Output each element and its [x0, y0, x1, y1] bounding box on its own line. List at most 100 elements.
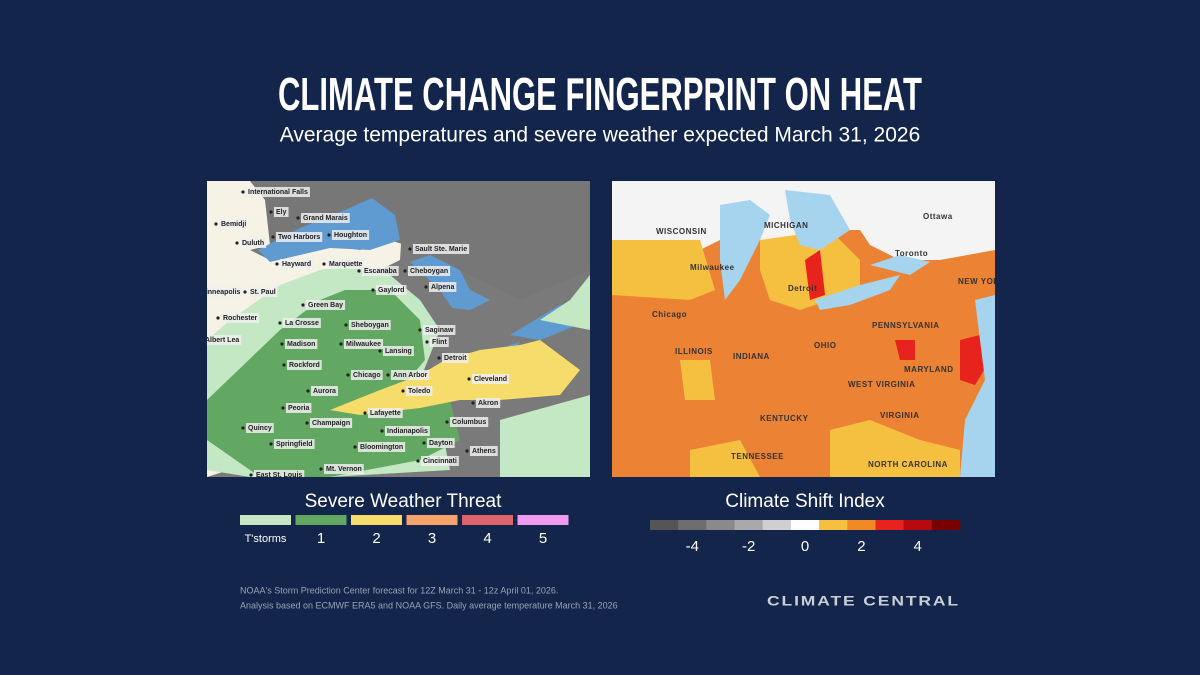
region-label: WEST VIRGINIA [848, 380, 915, 389]
city-dot [322, 262, 326, 266]
legend-swatch [406, 515, 458, 525]
csi-map: WISCONSIN MICHIGAN Ottawa Toronto Milwaukee D… [612, 181, 1006, 477]
city-label: Green Bay [308, 302, 343, 309]
city-label: Grand Marais [303, 215, 348, 222]
legend-tick-label: 4 [914, 538, 922, 555]
city-label: Marquette [329, 261, 363, 268]
legend-label: 5 [539, 530, 547, 547]
label-box [301, 213, 350, 223]
region-label: NORTH CAROLINA [868, 460, 948, 469]
city-label: Toronto [895, 249, 928, 258]
city-label: Lansing [385, 348, 412, 355]
city-dot [380, 429, 384, 433]
city-label: International Falls [248, 189, 308, 196]
region-label: INDIANA [733, 352, 770, 361]
subtitle: Average temperatures and severe weather … [280, 124, 921, 147]
legend-title: Climate Shift Index [725, 491, 885, 512]
city-dot [363, 411, 367, 415]
city-dot [243, 290, 247, 294]
region-label: WISCONSIN [656, 227, 707, 236]
city-label: Milwaukee [346, 341, 381, 348]
label-box [332, 230, 370, 240]
city-label: Madison [287, 341, 315, 348]
city-label: Duluth [242, 240, 264, 247]
city-dot [271, 235, 275, 239]
legend-swatch [819, 520, 848, 530]
legend-swatch [762, 520, 792, 530]
label-box [283, 318, 321, 328]
city-label: Cincinnati [423, 458, 457, 465]
city-label: Milwaukee [690, 263, 735, 272]
label-box [362, 266, 399, 276]
legend-swatch [875, 520, 904, 530]
city-label: Houghton [334, 232, 367, 239]
city-label: Gaylord [378, 287, 404, 294]
label-box [413, 244, 470, 254]
city-dot [422, 441, 426, 445]
city-label: Rockford [289, 362, 320, 369]
city-label: Quincy [248, 425, 272, 432]
label-box [385, 426, 430, 436]
label-box [423, 325, 456, 335]
legend-swatch [517, 515, 569, 525]
label-box [368, 408, 403, 418]
legend-swatch [734, 520, 764, 530]
label-box [285, 339, 318, 349]
logo: CLIMATE CENTRAL [767, 593, 960, 609]
label-box [310, 418, 353, 428]
label-box [219, 219, 249, 229]
label-box [311, 386, 338, 396]
city-label: Springfield [276, 441, 313, 448]
region-label: ILLINOIS [675, 347, 713, 356]
city-dot [306, 389, 310, 393]
region-label: TENNESSEE [731, 452, 784, 461]
city-label: Bemidji [221, 221, 246, 228]
label-box [274, 439, 315, 449]
legend-swatch [240, 515, 291, 525]
label-box [274, 207, 289, 217]
label-box [286, 403, 312, 413]
label-box [430, 337, 449, 347]
label-box [240, 238, 267, 248]
city-label: Flint [432, 339, 447, 346]
city-label: Cheboygan [410, 268, 448, 275]
label-box [254, 470, 305, 477]
region-label: NEW YORK [958, 277, 1006, 286]
city-dot [235, 241, 239, 245]
logo-text: CLIMATE CENTRAL [767, 593, 960, 609]
city-label: Minneapolis [200, 289, 241, 296]
city-dot [319, 467, 323, 471]
legend-swatch [351, 515, 402, 525]
label-box [376, 285, 407, 295]
city-label: Ely [276, 209, 287, 216]
legend-swatch [903, 520, 933, 530]
city-label: Toledo [408, 388, 430, 395]
severe-map: International Falls Ely Grand Marais Bemidj… [200, 181, 590, 477]
region-label: KENTUCKY [760, 414, 809, 423]
city-label: Detroit [788, 284, 817, 293]
label-box [391, 370, 430, 380]
label-box [276, 232, 323, 242]
city-dot [327, 233, 331, 237]
legend-tick-label: 2 [857, 538, 865, 555]
region-label: MICHIGAN [764, 221, 808, 230]
region-label: PENNSYLVANIA [872, 321, 940, 330]
city-label: Detroit [444, 355, 467, 362]
city-label: Ann Arbor [393, 372, 428, 379]
city-label: Sheboygan [351, 322, 389, 329]
label-box [221, 313, 260, 323]
city-dot [344, 323, 348, 327]
city-dot [241, 190, 245, 194]
label-box [246, 187, 310, 197]
label-box [327, 259, 365, 269]
city-dot [401, 389, 405, 393]
label-box [472, 374, 510, 384]
legend-swatch [847, 520, 876, 530]
city-dot [296, 216, 300, 220]
label-box [306, 300, 346, 310]
footnote: NOAA's Storm Prediction Center forecast … [240, 585, 558, 595]
legend-label: 2 [372, 530, 380, 547]
city-dot [371, 288, 375, 292]
city-label: Bloomington [360, 444, 403, 451]
